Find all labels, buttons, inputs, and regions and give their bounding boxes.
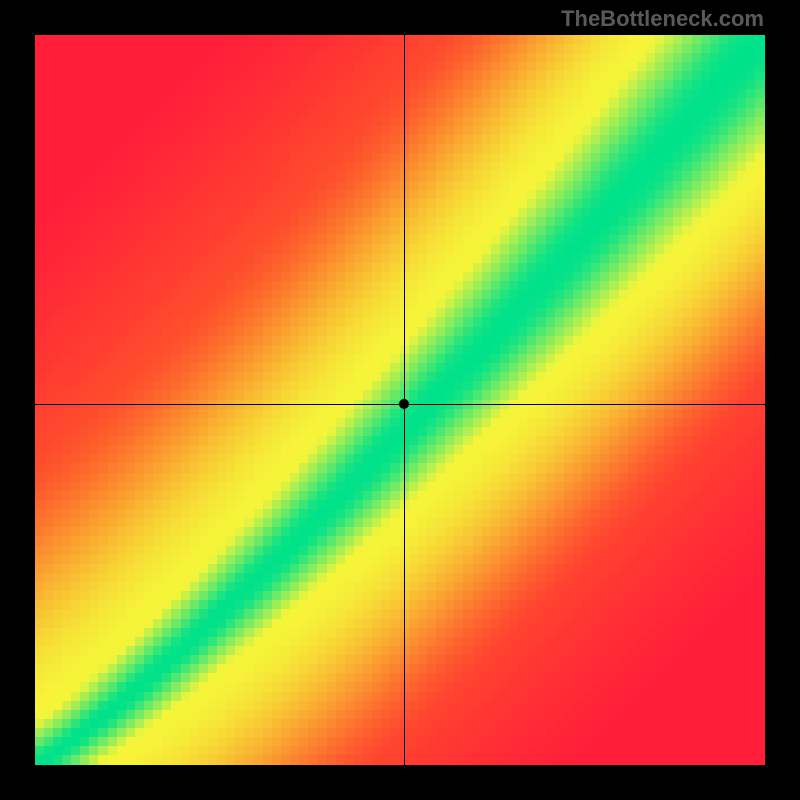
attribution-text: TheBottleneck.com — [561, 6, 764, 32]
bottleneck-heatmap — [35, 35, 765, 765]
